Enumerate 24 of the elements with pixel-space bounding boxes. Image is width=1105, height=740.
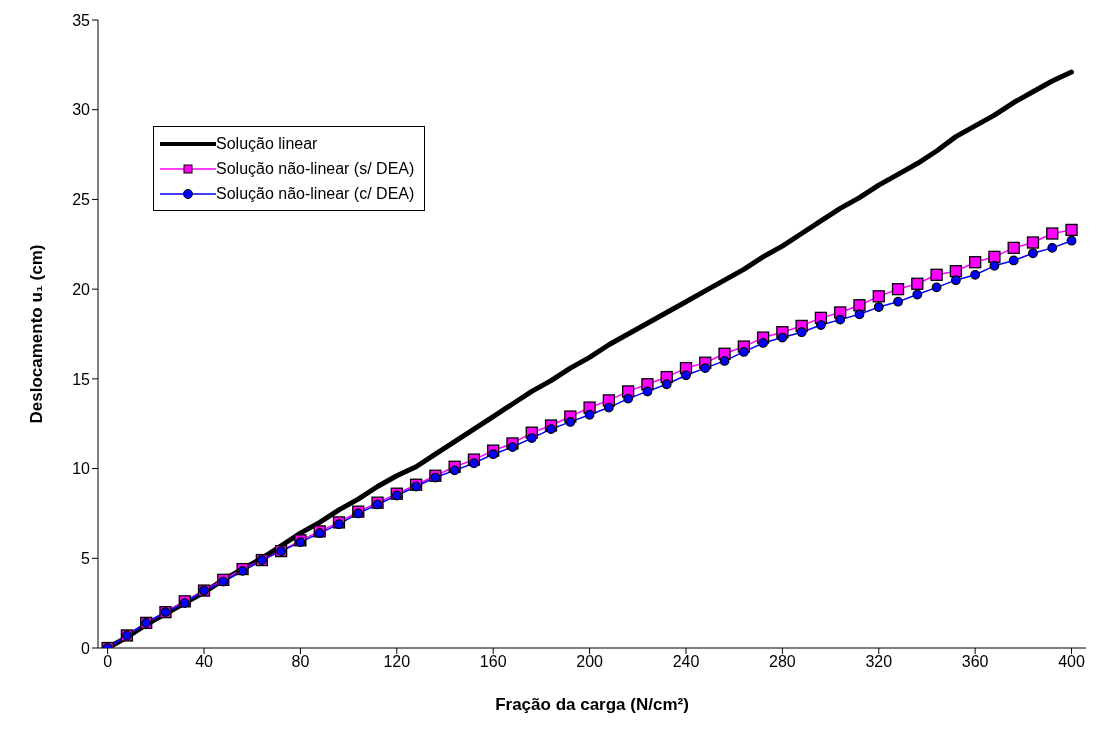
x-tick-label: 280 bbox=[769, 653, 796, 671]
x-tick-label: 360 bbox=[961, 653, 989, 671]
y-tick-label: 15 bbox=[72, 370, 91, 388]
x-tick-label: 160 bbox=[479, 653, 507, 671]
legend-label: Solução não-linear (s/ DEA) bbox=[216, 159, 415, 178]
x-tick-label: 80 bbox=[291, 653, 310, 671]
y-tick-label: 0 bbox=[81, 639, 91, 657]
x-axis-title: Fração da carga (N/cm²) bbox=[495, 695, 689, 714]
x-tick-label: 40 bbox=[195, 653, 214, 671]
x-tick-label: 0 bbox=[103, 653, 113, 671]
legend-label: Solução linear bbox=[216, 134, 318, 153]
y-tick-label: 35 bbox=[72, 11, 91, 29]
x-tick-label: 240 bbox=[672, 653, 700, 671]
y-tick-label: 5 bbox=[81, 549, 91, 567]
x-tick-label: 120 bbox=[383, 653, 411, 671]
y-tick-label: 10 bbox=[72, 460, 91, 478]
legend-label: Solução não-linear (c/ DEA) bbox=[216, 184, 415, 203]
x-tick-label: 200 bbox=[576, 653, 604, 671]
y-axis-title: Deslocamento u₁ (cm) bbox=[27, 244, 47, 424]
x-tick-label: 320 bbox=[865, 653, 893, 671]
y-tick-label: 20 bbox=[72, 280, 91, 298]
x-tick-label: 400 bbox=[1058, 653, 1085, 671]
y-tick-label: 30 bbox=[72, 101, 91, 119]
y-tick-label: 25 bbox=[72, 191, 91, 209]
